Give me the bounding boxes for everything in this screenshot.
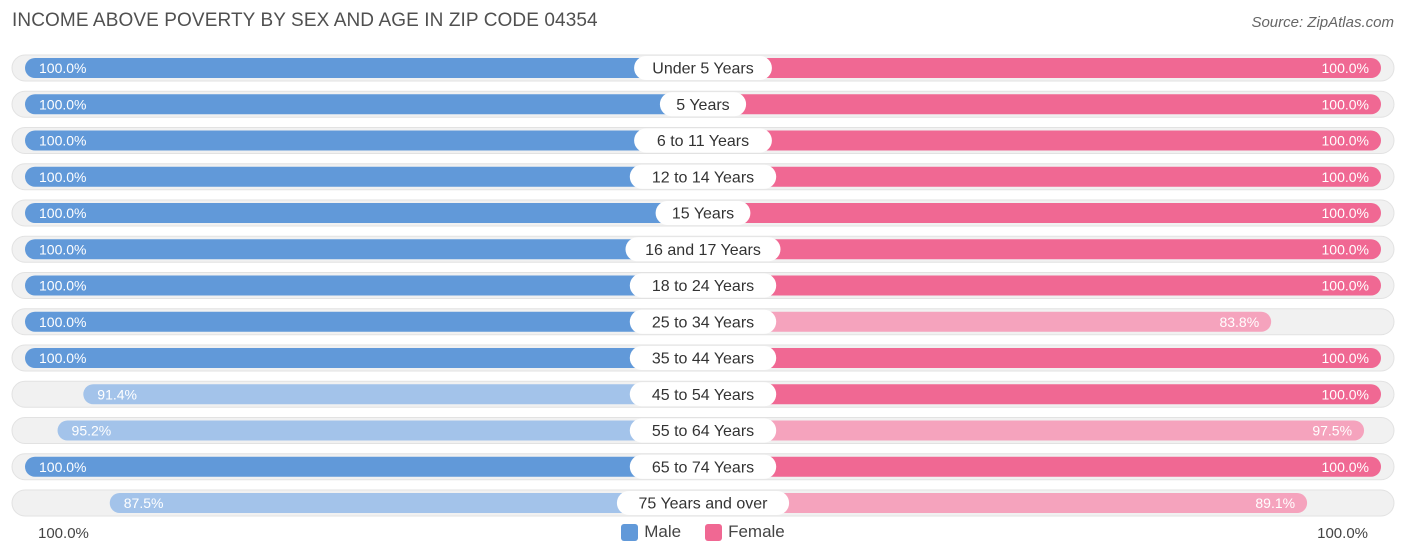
bar-female-18-to-24-years: [703, 275, 1381, 296]
bar-female-75-years-and-over: [703, 493, 1308, 513]
data-label-male-18-to-24-years: 100.0%: [39, 278, 86, 294]
data-label-female-6-to-11-years: 100.0%: [1322, 133, 1369, 149]
data-label-female-15-years: 100.0%: [1322, 205, 1369, 221]
category-pill-under-5-years: [634, 56, 772, 80]
category-label-55-to-64-years: 55 to 64 Years: [652, 423, 754, 440]
category-label-75-years-and-over: 75 Years and over: [639, 496, 769, 513]
bar-male-16-and-17-years: [25, 239, 703, 260]
category-pill-35-to-44-years: [629, 346, 777, 370]
category-label-6-to-11-years: 6 to 11 Years: [657, 133, 749, 150]
data-label-male-65-to-74-years: 100.0%: [39, 459, 86, 475]
source-label: Source: ZipAtlas.com: [1251, 14, 1394, 31]
data-label-male-25-to-34-years: 100.0%: [39, 314, 86, 330]
bar-female-65-to-74-years: [703, 456, 1381, 477]
axis-left-label: 100.0%: [38, 525, 89, 542]
category-label-16-and-17-years: 16 and 17 Years: [645, 242, 761, 259]
category-label-25-to-34-years: 25 to 34 Years: [652, 314, 754, 331]
bar-male-75-years-and-over: [109, 493, 703, 513]
bar-male-under-5-years: [25, 58, 703, 78]
chart-title: INCOME ABOVE POVERTY BY SEX AND AGE IN Z…: [12, 10, 598, 31]
data-label-female-55-to-64-years: 97.5%: [1312, 423, 1352, 439]
bar-female-45-to-54-years: [703, 384, 1381, 405]
legend-item-female: Female: [705, 522, 785, 542]
category-pill-75-years-and-over: [616, 491, 790, 515]
data-label-female-16-and-17-years: 100.0%: [1322, 241, 1369, 257]
data-label-female-45-to-54-years: 100.0%: [1322, 386, 1369, 402]
bar-male-12-to-14-years: [25, 166, 703, 187]
data-label-female-under-5-years: 100.0%: [1322, 60, 1369, 76]
bar-female-16-and-17-years: [703, 239, 1381, 260]
bar-male-65-to-74-years: [25, 456, 703, 477]
bar-female-6-to-11-years: [703, 130, 1381, 151]
category-pill-18-to-24-years: [629, 273, 777, 298]
category-pill-55-to-64-years: [629, 418, 777, 443]
data-label-male-16-and-17-years: 100.0%: [39, 241, 86, 257]
data-label-female-25-to-34-years: 83.8%: [1219, 314, 1259, 330]
data-label-male-15-years: 100.0%: [39, 205, 86, 221]
category-pill-15-years: [655, 201, 751, 225]
axis-right-label: 100.0%: [1317, 525, 1368, 542]
data-label-female-35-to-44-years: 100.0%: [1322, 350, 1369, 366]
legend: Male Female: [0, 522, 1406, 542]
legend-item-male: Male: [621, 522, 681, 542]
category-pill-45-to-54-years: [629, 382, 777, 407]
bar-female-35-to-44-years: [703, 348, 1381, 368]
data-label-male-12-to-14-years: 100.0%: [39, 169, 86, 185]
category-pill-16-and-17-years: [625, 237, 781, 262]
data-label-male-45-to-54-years: 91.4%: [97, 386, 137, 402]
bar-female-under-5-years: [703, 58, 1381, 78]
legend-label-female: Female: [728, 522, 785, 541]
category-label-15-years: 15 Years: [672, 206, 734, 223]
bar-female-25-to-34-years: [703, 311, 1272, 332]
legend-swatch-female: [705, 523, 723, 541]
data-label-male-35-to-44-years: 100.0%: [39, 350, 86, 366]
bar-male-6-to-11-years: [25, 130, 703, 151]
bar-female-12-to-14-years: [703, 166, 1381, 187]
data-label-male-75-years-and-over: 87.5%: [124, 495, 164, 511]
bar-male-25-to-34-years: [25, 311, 703, 332]
category-label-under-5-years: Under 5 Years: [652, 61, 753, 78]
data-label-male-under-5-years: 100.0%: [39, 60, 86, 76]
bar-male-35-to-44-years: [25, 348, 703, 368]
data-label-female-12-to-14-years: 100.0%: [1322, 169, 1369, 185]
category-label-5-years: 5 Years: [676, 97, 729, 114]
data-label-female-65-to-74-years: 100.0%: [1322, 459, 1369, 475]
category-pill-25-to-34-years: [629, 309, 777, 334]
category-label-18-to-24-years: 18 to 24 Years: [652, 278, 754, 295]
bar-male-55-to-64-years: [57, 420, 703, 441]
legend-swatch-male: [621, 523, 639, 541]
bar-female-5-years: [703, 94, 1381, 115]
data-label-female-18-to-24-years: 100.0%: [1322, 278, 1369, 294]
category-pill-65-to-74-years: [629, 454, 777, 479]
category-label-45-to-54-years: 45 to 54 Years: [652, 387, 754, 404]
bar-female-55-to-64-years: [703, 420, 1365, 441]
category-label-65-to-74-years: 65 to 74 Years: [652, 459, 754, 476]
bar-male-15-years: [25, 203, 703, 223]
data-label-male-5-years: 100.0%: [39, 96, 86, 112]
data-label-male-6-to-11-years: 100.0%: [39, 133, 86, 149]
bar-male-18-to-24-years: [25, 275, 703, 296]
data-label-male-55-to-64-years: 95.2%: [72, 423, 112, 439]
data-label-female-75-years-and-over: 89.1%: [1255, 495, 1295, 511]
category-pill-12-to-14-years: [629, 164, 777, 189]
data-label-female-5-years: 100.0%: [1322, 96, 1369, 112]
bar-male-5-years: [25, 94, 703, 115]
bar-female-15-years: [703, 203, 1381, 223]
category-pill-6-to-11-years: [634, 128, 772, 153]
category-label-12-to-14-years: 12 to 14 Years: [652, 169, 754, 186]
legend-label-male: Male: [644, 522, 682, 541]
category-pill-5-years: [659, 92, 747, 117]
bar-chart: 100.0% 100.0% Under 5 Years 100.0% 100.0% 5 Y…: [11, 54, 1395, 517]
category-label-35-to-44-years: 35 to 44 Years: [652, 351, 754, 368]
bar-male-45-to-54-years: [83, 384, 704, 405]
